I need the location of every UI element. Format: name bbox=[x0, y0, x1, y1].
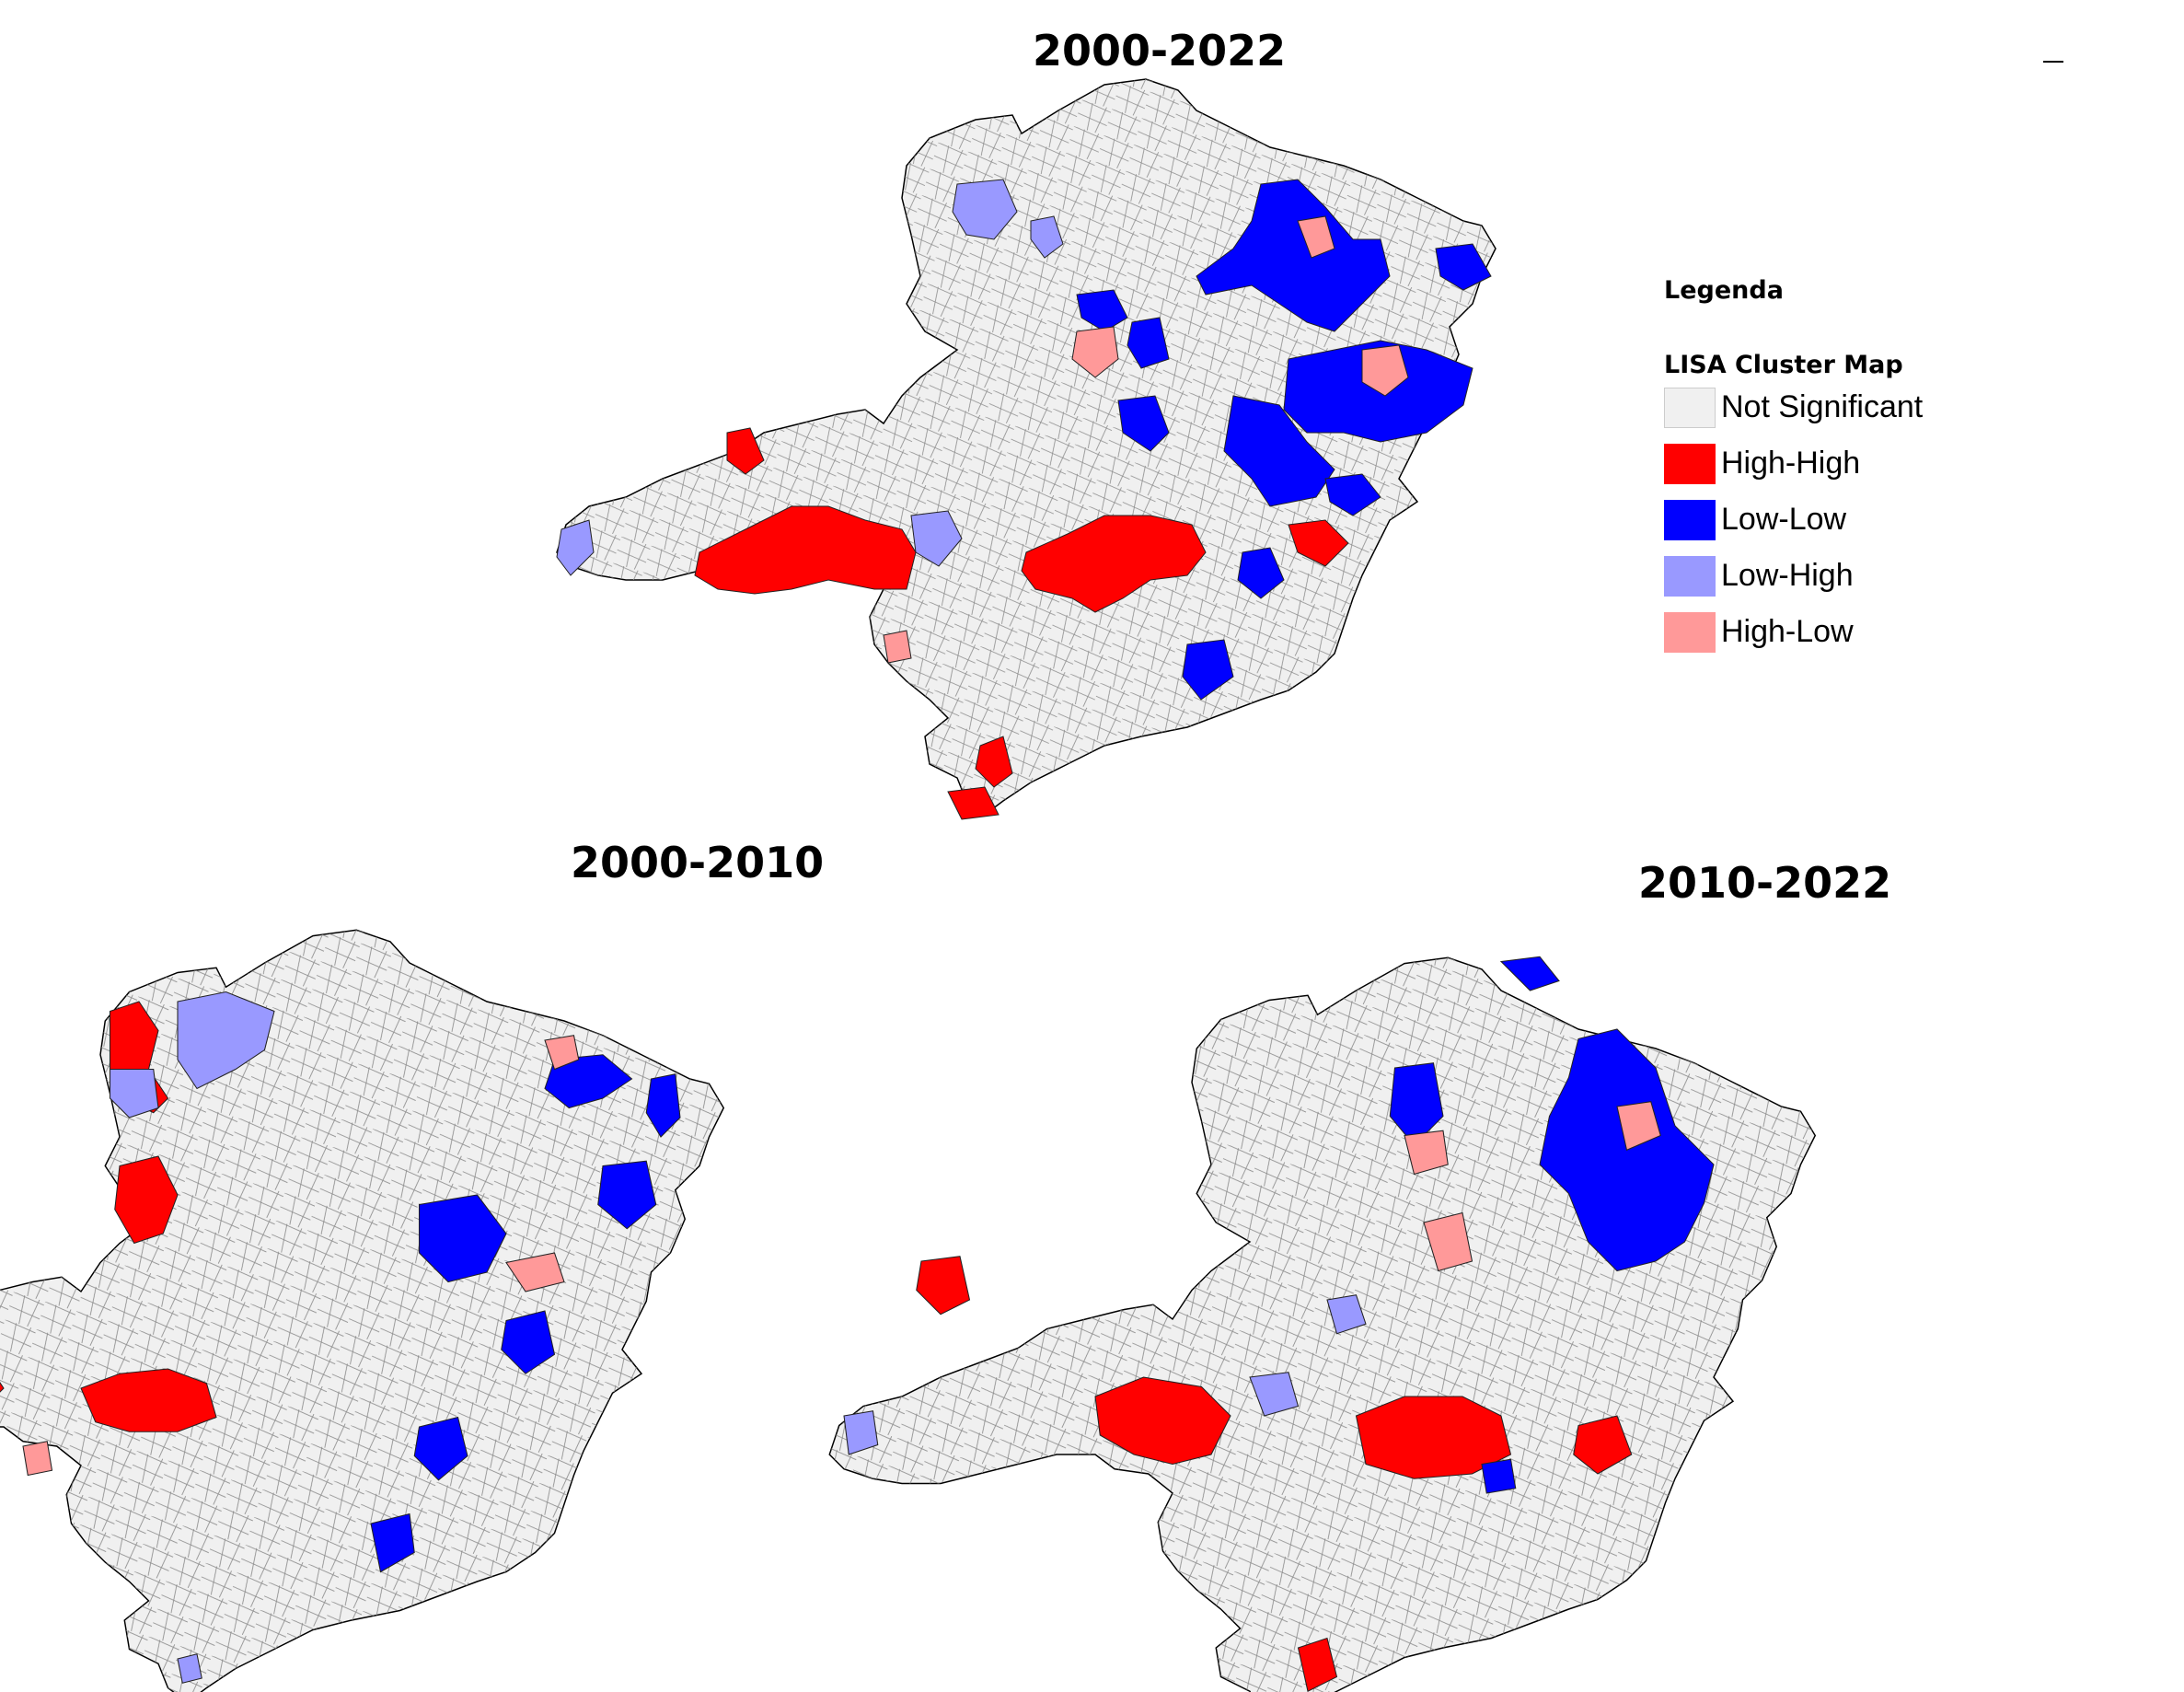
low-high-region bbox=[177, 991, 275, 1090]
legend-label: Low-Low bbox=[1721, 502, 1847, 537]
map-2000-2010 bbox=[0, 929, 724, 1692]
low-high-region bbox=[843, 1410, 879, 1455]
high-low-region bbox=[883, 630, 912, 664]
low-low-region bbox=[645, 1073, 681, 1138]
low-low-region bbox=[1435, 243, 1492, 291]
low-low-region bbox=[1076, 289, 1128, 332]
low-low-region bbox=[1117, 395, 1170, 452]
high-low-region bbox=[22, 1441, 53, 1477]
low-low-region bbox=[1127, 317, 1170, 369]
legend-label: Low-High bbox=[1721, 558, 1854, 593]
high-high-region bbox=[916, 1256, 971, 1315]
high-high-region bbox=[694, 505, 917, 595]
legend-subtitle: LISA Cluster Map bbox=[1664, 351, 1903, 379]
high-high-region bbox=[114, 1155, 179, 1245]
high-high-region bbox=[975, 736, 1013, 788]
low-high-region bbox=[177, 1653, 202, 1684]
low-high-region bbox=[952, 179, 1018, 240]
legend-swatch bbox=[1664, 387, 1716, 428]
high-low-region bbox=[1361, 344, 1409, 397]
low-high-region bbox=[1249, 1372, 1300, 1417]
legend-item: Low-High bbox=[1664, 548, 2051, 604]
low-high-region bbox=[1326, 1294, 1367, 1335]
high-low-region bbox=[1404, 1130, 1449, 1176]
map-title-2010-2022: 2010-2022 bbox=[1638, 858, 1892, 908]
map-2000-2022 bbox=[556, 78, 1496, 820]
low-high-region bbox=[1030, 215, 1064, 259]
high-low-region bbox=[505, 1252, 565, 1292]
low-low-region bbox=[1196, 179, 1391, 332]
high-high-region bbox=[947, 786, 1000, 820]
legend-swatch bbox=[1664, 443, 1716, 484]
high-low-region bbox=[544, 1035, 580, 1071]
high-high-region bbox=[0, 1382, 5, 1393]
low-low-region bbox=[413, 1416, 468, 1481]
legend-label: High-High bbox=[1721, 446, 1861, 481]
legend-title: Legenda bbox=[1664, 276, 1784, 305]
high-high-region bbox=[1094, 1376, 1231, 1466]
high-low-region bbox=[1423, 1211, 1473, 1272]
map-title-2000-2022: 2000-2022 bbox=[1033, 26, 1287, 75]
low-high-region bbox=[910, 510, 963, 567]
low-low-region bbox=[1499, 956, 1560, 991]
stray-mark bbox=[2043, 61, 2063, 63]
high-high-region bbox=[1021, 515, 1207, 613]
low-low-region bbox=[501, 1310, 556, 1374]
low-low-region bbox=[1324, 473, 1381, 516]
legend-swatch bbox=[1664, 499, 1716, 540]
high-high-region bbox=[1355, 1396, 1512, 1479]
legend-swatch bbox=[1664, 611, 1716, 653]
low-low-region bbox=[1389, 1062, 1444, 1146]
legend: Legenda LISA Cluster Map Not Significant… bbox=[1664, 276, 2051, 660]
high-low-region bbox=[1616, 1101, 1661, 1151]
map-2010-2022 bbox=[828, 956, 1816, 1692]
legend-item: High-Low bbox=[1664, 604, 2051, 660]
legend-item: High-High bbox=[1664, 435, 2051, 492]
high-high-region bbox=[726, 427, 765, 475]
high-low-region bbox=[1297, 215, 1335, 259]
low-low-region bbox=[1223, 395, 1335, 507]
low-low-region bbox=[544, 1054, 633, 1109]
high-low-region bbox=[1071, 326, 1119, 378]
high-high-region bbox=[1573, 1415, 1633, 1475]
low-low-region bbox=[1182, 639, 1234, 701]
high-high-region bbox=[80, 1368, 217, 1432]
high-high-region bbox=[1297, 1637, 1338, 1692]
legend-label: Not Significant bbox=[1721, 389, 1924, 424]
low-low-region bbox=[597, 1160, 657, 1230]
legend-item: Not Significant bbox=[1664, 379, 2051, 435]
legend-item: Low-Low bbox=[1664, 492, 2051, 548]
legend-label: High-Low bbox=[1721, 614, 1854, 649]
map-title-2000-2010: 2000-2010 bbox=[571, 838, 825, 887]
high-high-region bbox=[1288, 519, 1349, 567]
low-low-region bbox=[1481, 1458, 1517, 1494]
low-high-region bbox=[556, 519, 595, 576]
legend-items: Not Significant High-High Low-Low Low-High H… bbox=[1664, 379, 2051, 660]
low-low-region bbox=[418, 1194, 507, 1283]
low-low-region bbox=[370, 1512, 415, 1573]
legend-swatch bbox=[1664, 555, 1716, 597]
low-high-region bbox=[109, 1068, 159, 1118]
low-low-region bbox=[1237, 547, 1285, 599]
